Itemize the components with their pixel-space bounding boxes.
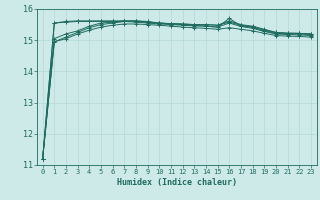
X-axis label: Humidex (Indice chaleur): Humidex (Indice chaleur) xyxy=(117,178,237,187)
